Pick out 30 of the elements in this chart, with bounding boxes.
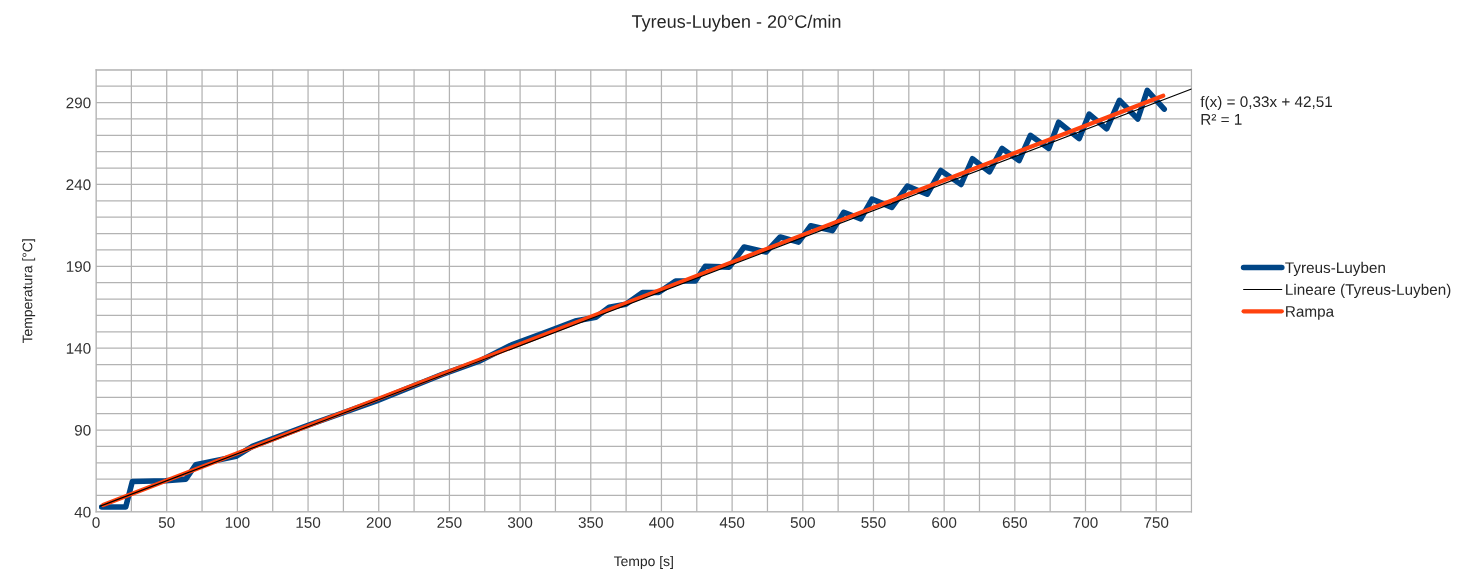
- y-tick-label: 140: [66, 343, 91, 354]
- x-tick-label: 550: [861, 517, 886, 528]
- x-tick-label: 50: [158, 517, 175, 528]
- chart-title: Tyreus-Luyben - 20°C/min: [631, 14, 841, 32]
- y-tick-label: 90: [74, 424, 91, 436]
- x-axis-title: Tempo [s]: [613, 555, 673, 569]
- y-tick-label: 240: [66, 179, 91, 191]
- x-tick-label: 250: [437, 517, 462, 528]
- legend-label: Lineare (Tyreus-Luyben): [1286, 283, 1451, 298]
- x-tick-label: 300: [507, 517, 533, 528]
- x-tick-label: 650: [1002, 517, 1027, 528]
- x-tick-label: 150: [296, 517, 321, 528]
- x-tick-label: 750: [1144, 517, 1169, 528]
- x-tick-label: 100: [225, 517, 250, 528]
- x-tick-label: 350: [578, 517, 603, 528]
- y-axis-title: Temperatura [°C]: [22, 239, 36, 344]
- x-tick-label: 600: [932, 517, 957, 528]
- y-tick-label: 290: [66, 97, 91, 109]
- x-tick-label: 450: [719, 517, 745, 528]
- legend-label: Rampa: [1286, 306, 1335, 320]
- x-tick-label: 500: [790, 517, 815, 528]
- legend-label: Tyreus-Luyben: [1285, 261, 1385, 277]
- x-tick-label: 200: [366, 517, 391, 528]
- y-tick-label: 40: [74, 506, 91, 518]
- y-tick-label: 190: [66, 261, 91, 272]
- text: R² = 1: [1201, 114, 1242, 125]
- x-tick-label: 700: [1073, 517, 1098, 528]
- text: f(x) = 0,33x + 42,51: [1200, 95, 1333, 111]
- x-tick-label: 0: [92, 517, 100, 528]
- x-tick-label: 400: [649, 517, 674, 528]
